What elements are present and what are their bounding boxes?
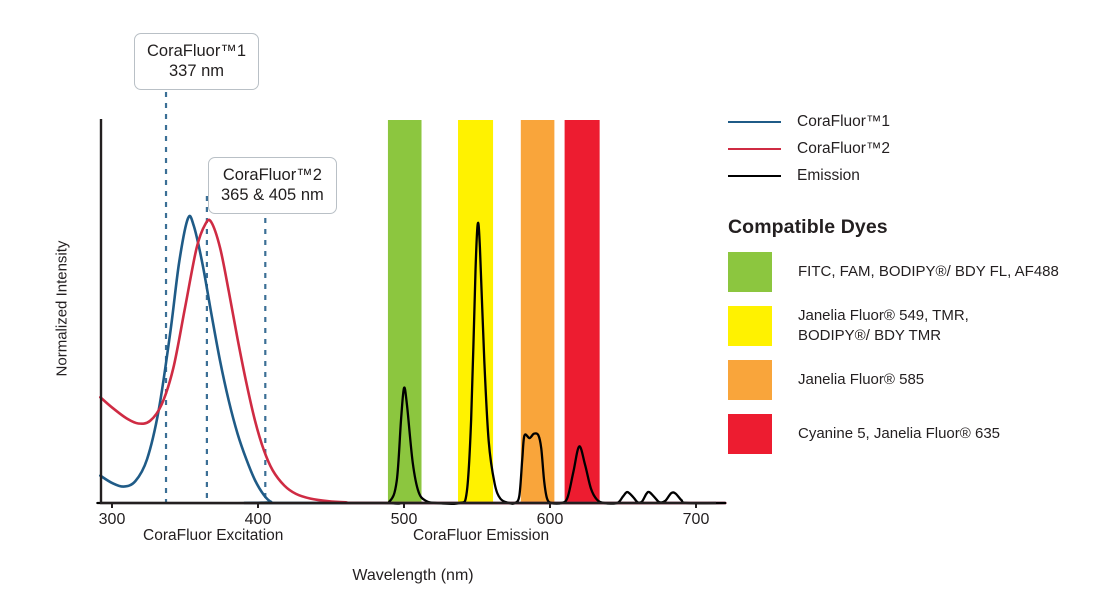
legend-label-emission: Emission bbox=[797, 166, 860, 184]
dye-color-swatch-red bbox=[728, 414, 772, 454]
series-curve-emission-Emission bbox=[96, 221, 727, 506]
x-axis-sublabel-emission: CoraFluor Emission bbox=[413, 527, 550, 544]
legend-label-corafluor2: CoraFluor™2 bbox=[797, 139, 891, 157]
legend-label-corafluor1: CoraFluor™1 bbox=[797, 112, 891, 130]
dye-color-swatch-orange bbox=[728, 360, 772, 400]
yellow-band bbox=[458, 120, 494, 503]
x-tick-label-700: 700 bbox=[682, 511, 710, 528]
dye-row-red: Cyanine 5, Janelia Fluor® 635 bbox=[728, 409, 1102, 459]
series-curve-excitation-CoraFluor2 bbox=[99, 218, 727, 505]
legend-panel: CoraFluor™1 CoraFluor™2 Emission Compati… bbox=[728, 108, 1102, 459]
legend-item-corafluor2: CoraFluor™2 bbox=[728, 135, 1102, 162]
dye-row-green: FITC, FAM, BODIPY®/ BDY FL, AF488 bbox=[728, 247, 1102, 297]
annotation-corafluor2: CoraFluor™2 365 & 405 nm bbox=[208, 157, 337, 215]
dye-row-yellow: Janelia Fluor® 549, TMR, BODIPY®/ BDY TM… bbox=[728, 301, 1102, 351]
y-axis-title: Normalized Intensity bbox=[53, 240, 71, 377]
legend-line-swatch-emission bbox=[728, 174, 781, 177]
legend-item-corafluor1: CoraFluor™1 bbox=[728, 108, 1102, 135]
x-axis-sublabel-excitation: CoraFluor Excitation bbox=[143, 527, 284, 544]
legend-line-swatch-corafluor2 bbox=[728, 147, 781, 150]
orange-band bbox=[520, 120, 555, 503]
dye-label-red: Cyanine 5, Janelia Fluor® 635 bbox=[798, 425, 1001, 443]
x-tick-label-400: 400 bbox=[244, 511, 272, 528]
x-tick-label-500: 500 bbox=[390, 511, 418, 528]
compatible-dyes-heading: Compatible Dyes bbox=[728, 216, 888, 238]
dye-label-green: FITC, FAM, BODIPY®/ BDY FL, AF488 bbox=[798, 263, 1059, 281]
legend-line-swatch-corafluor1 bbox=[728, 120, 781, 123]
green-band bbox=[387, 120, 422, 503]
annotation-corafluor1: CoraFluor™1 337 nm bbox=[134, 33, 260, 91]
dye-row-orange: Janelia Fluor® 585 bbox=[728, 355, 1102, 405]
dye-color-swatch-yellow bbox=[728, 306, 772, 346]
legend-item-emission: Emission bbox=[728, 162, 1102, 189]
annotation-corafluor1-value: 337 nm bbox=[169, 62, 225, 81]
annotation-corafluor2-value: 365 & 405 nm bbox=[221, 186, 324, 205]
red-band bbox=[564, 120, 600, 503]
x-tick-label-600: 600 bbox=[536, 511, 564, 528]
dye-color-swatch-green bbox=[728, 252, 772, 292]
x-axis-title: Wavelength (nm) bbox=[352, 567, 474, 584]
dye-label-orange: Janelia Fluor® 585 bbox=[798, 371, 925, 389]
x-tick-label-300: 300 bbox=[98, 511, 126, 528]
annotation-corafluor2-title: CoraFluor™2 bbox=[222, 166, 322, 184]
dye-label-yellow: Janelia Fluor® 549, TMR, BODIPY®/ BDY TM… bbox=[798, 307, 969, 344]
annotation-corafluor1-title: CoraFluor™1 bbox=[147, 42, 247, 60]
